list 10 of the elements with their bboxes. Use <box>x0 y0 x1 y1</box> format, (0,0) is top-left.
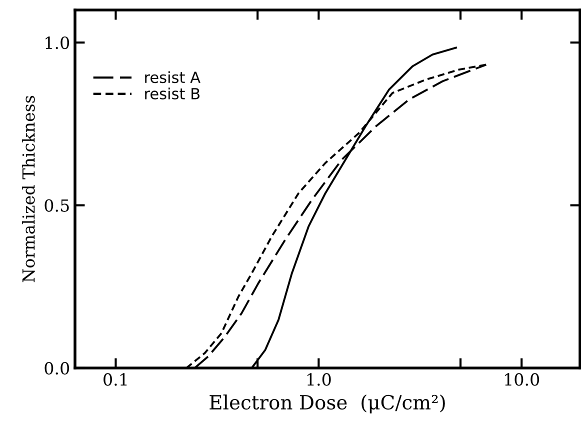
y-tick-label: 0.0 <box>44 362 70 375</box>
x-tick-label: 10.0 <box>505 373 540 386</box>
x-tick-label: 1.0 <box>307 373 331 386</box>
y-axis-title: Normalized Thickness <box>22 96 35 282</box>
legend-label: resist B <box>145 88 200 100</box>
y-tick-label: 1.0 <box>46 36 70 50</box>
y-tick-label: 0.5 <box>44 199 69 212</box>
x-axis-title: Electron Dose (μC/cm²) <box>210 394 445 414</box>
legend-label: resist A <box>145 71 200 84</box>
x-tick-label: 0.1 <box>104 373 127 386</box>
